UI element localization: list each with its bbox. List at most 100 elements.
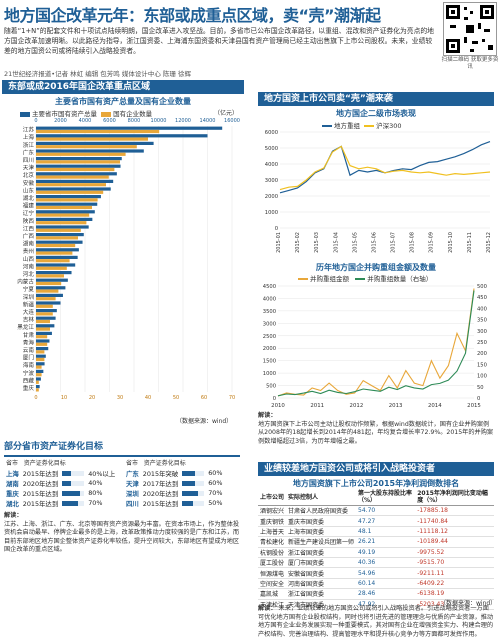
target-progress-track (182, 470, 205, 476)
ma-note-label: 解读： (258, 412, 277, 419)
target-pct: 40%以上 (88, 469, 116, 478)
bar-total (36, 347, 49, 351)
target-progress-fill (62, 470, 72, 476)
bar-total (36, 339, 50, 343)
bar-total (36, 141, 154, 145)
category-label: 湖北 (23, 194, 35, 202)
table-row: 天津松江 天津市国资委 47.92 -5203.43 (258, 599, 494, 610)
market-line-chart: 0 1000 2000 3000 4000 5000 6000 2015-01 2015-02 2… (265, 130, 492, 253)
table-cell: 上海市国资委 (286, 526, 357, 538)
table-cell: 天津松江 (258, 599, 287, 610)
bar-total (36, 195, 101, 199)
bar-count (36, 350, 45, 354)
bar-total (36, 263, 76, 267)
ranking-note-text: 未来，业绩较差的地方国资公司或将引入战略投资者。引进战略投资者一方面可优化地方国… (258, 605, 494, 638)
table-cell: 26.21 (356, 536, 416, 548)
table-cell: 40.36 (356, 557, 416, 569)
x-tick-total: 10000 (151, 118, 167, 124)
x-tick-count: 60 (201, 395, 207, 401)
category-label: 宁夏 (23, 285, 35, 293)
table-cell: 甘肃省人民政府国资委 (286, 505, 357, 517)
y-tick-left: 0 (273, 396, 276, 402)
series-line-amount (277, 288, 475, 397)
target-progress-fill (62, 480, 72, 486)
bar-count (36, 205, 92, 210)
bar-count (36, 152, 126, 156)
ranking-note: 解读： 未来，业绩较差的地方国资公司或将引入战略投资者。引进战略投资者一方面可优… (258, 605, 494, 639)
x-tick-count: 50 (173, 395, 179, 401)
targets-note-label: 解读： (4, 512, 23, 519)
target-city: 上海 (6, 469, 19, 478)
table-cell: 空间安全 (258, 578, 287, 590)
bar-total (36, 309, 57, 313)
category-label: 厦门 (23, 354, 35, 362)
x-tick-total: 16000 (224, 118, 240, 124)
ranking-source: （数据来源：wind） (440, 600, 497, 607)
table-cell: 青松建化 (258, 536, 287, 548)
x-tick-total: 0 (34, 118, 37, 124)
target-progress-track (62, 470, 85, 476)
bar-total (36, 377, 41, 381)
bar-total (36, 210, 95, 214)
bar-total (36, 248, 79, 252)
y-tick: 1000 (265, 210, 278, 216)
bar-total (36, 187, 111, 191)
targets-title: 部分省市资产证券化目标 (4, 442, 104, 452)
table-row: 厦工股份 厦门市国资委 40.36 -9515.70 (258, 557, 494, 569)
category-label: 宁波 (23, 369, 35, 377)
category-label: 福建 (23, 202, 35, 210)
qr-code[interactable] (443, 2, 497, 56)
category-label: 内蒙古 (17, 278, 34, 286)
target-row: 上海 2015年达到 40%以上 (4, 468, 117, 478)
x-tick: 2015-09 (429, 232, 435, 253)
table-cell: 重庆钢铁 (258, 515, 287, 527)
y-tick-right: 350 (477, 318, 487, 324)
bar-count (36, 335, 48, 339)
y-tick-left: 2500 (263, 334, 276, 340)
bar-count (36, 373, 42, 377)
x-tick-count: 30 (117, 395, 123, 401)
category-label: 江西 (23, 225, 35, 232)
bar-total (36, 157, 122, 161)
right-section-title: 地方国资上市公司卖“壳”潮来袭 (258, 92, 494, 106)
x-tick-total: 14000 (200, 118, 216, 124)
category-label: 河北 (23, 270, 35, 278)
target-progress (60, 468, 86, 478)
bar-total (36, 126, 223, 130)
legend-swatch-count (101, 111, 112, 117)
bar-total (36, 293, 63, 297)
target-year: 2020年达到 (22, 479, 59, 488)
category-label: 新疆 (23, 300, 35, 308)
bar-count (36, 137, 148, 141)
bar-count (36, 312, 53, 316)
table-row: 酒钢宏兴 甘肃省人民政府国资委 54.70 -17885.18 (258, 505, 494, 517)
target-year: 2017年达到 (142, 479, 179, 488)
table-cell: -5203.43 (415, 599, 494, 610)
legend-swatch-restructure (322, 125, 332, 127)
x-tick: 2015-03 (314, 232, 320, 253)
qr-caption: 扫描二维码 获取更多资讯 (441, 57, 499, 70)
table-cell: 28.46 (356, 588, 416, 600)
bar-total (36, 217, 93, 221)
bar-total (36, 331, 52, 335)
left-section-title: 东部或成2016年国企改革重点区域 (2, 80, 244, 94)
category-label: 山东 (23, 186, 35, 194)
bar-count (36, 228, 81, 232)
y-tick-right: 400 (477, 306, 487, 312)
targets-rule (4, 455, 240, 457)
bar-total (36, 149, 144, 153)
legend-label-count: 国有企业数量 (113, 110, 153, 118)
table-row: 杭钢股份 浙江省国资委 49.19 -9975.52 (258, 547, 494, 558)
y-tick-left: 2000 (263, 346, 276, 352)
legend-swatch-total (20, 111, 30, 117)
target-row: 四川 2015年达到 50% (124, 498, 224, 508)
bar-total (36, 301, 61, 305)
bar-count (36, 259, 70, 263)
bar-count (36, 274, 64, 278)
target-pct: 50% (208, 499, 223, 507)
bar-total (36, 271, 72, 275)
table-cell: 49.19 (356, 547, 416, 558)
lead-paragraph: 随着“1+N”的配套文件和十项试点陆续明朗，国企改革进入攻坚战。目前，多省市已公… (4, 27, 434, 55)
target-progress-track (182, 500, 205, 506)
y-tick-left: 3000 (263, 321, 276, 327)
